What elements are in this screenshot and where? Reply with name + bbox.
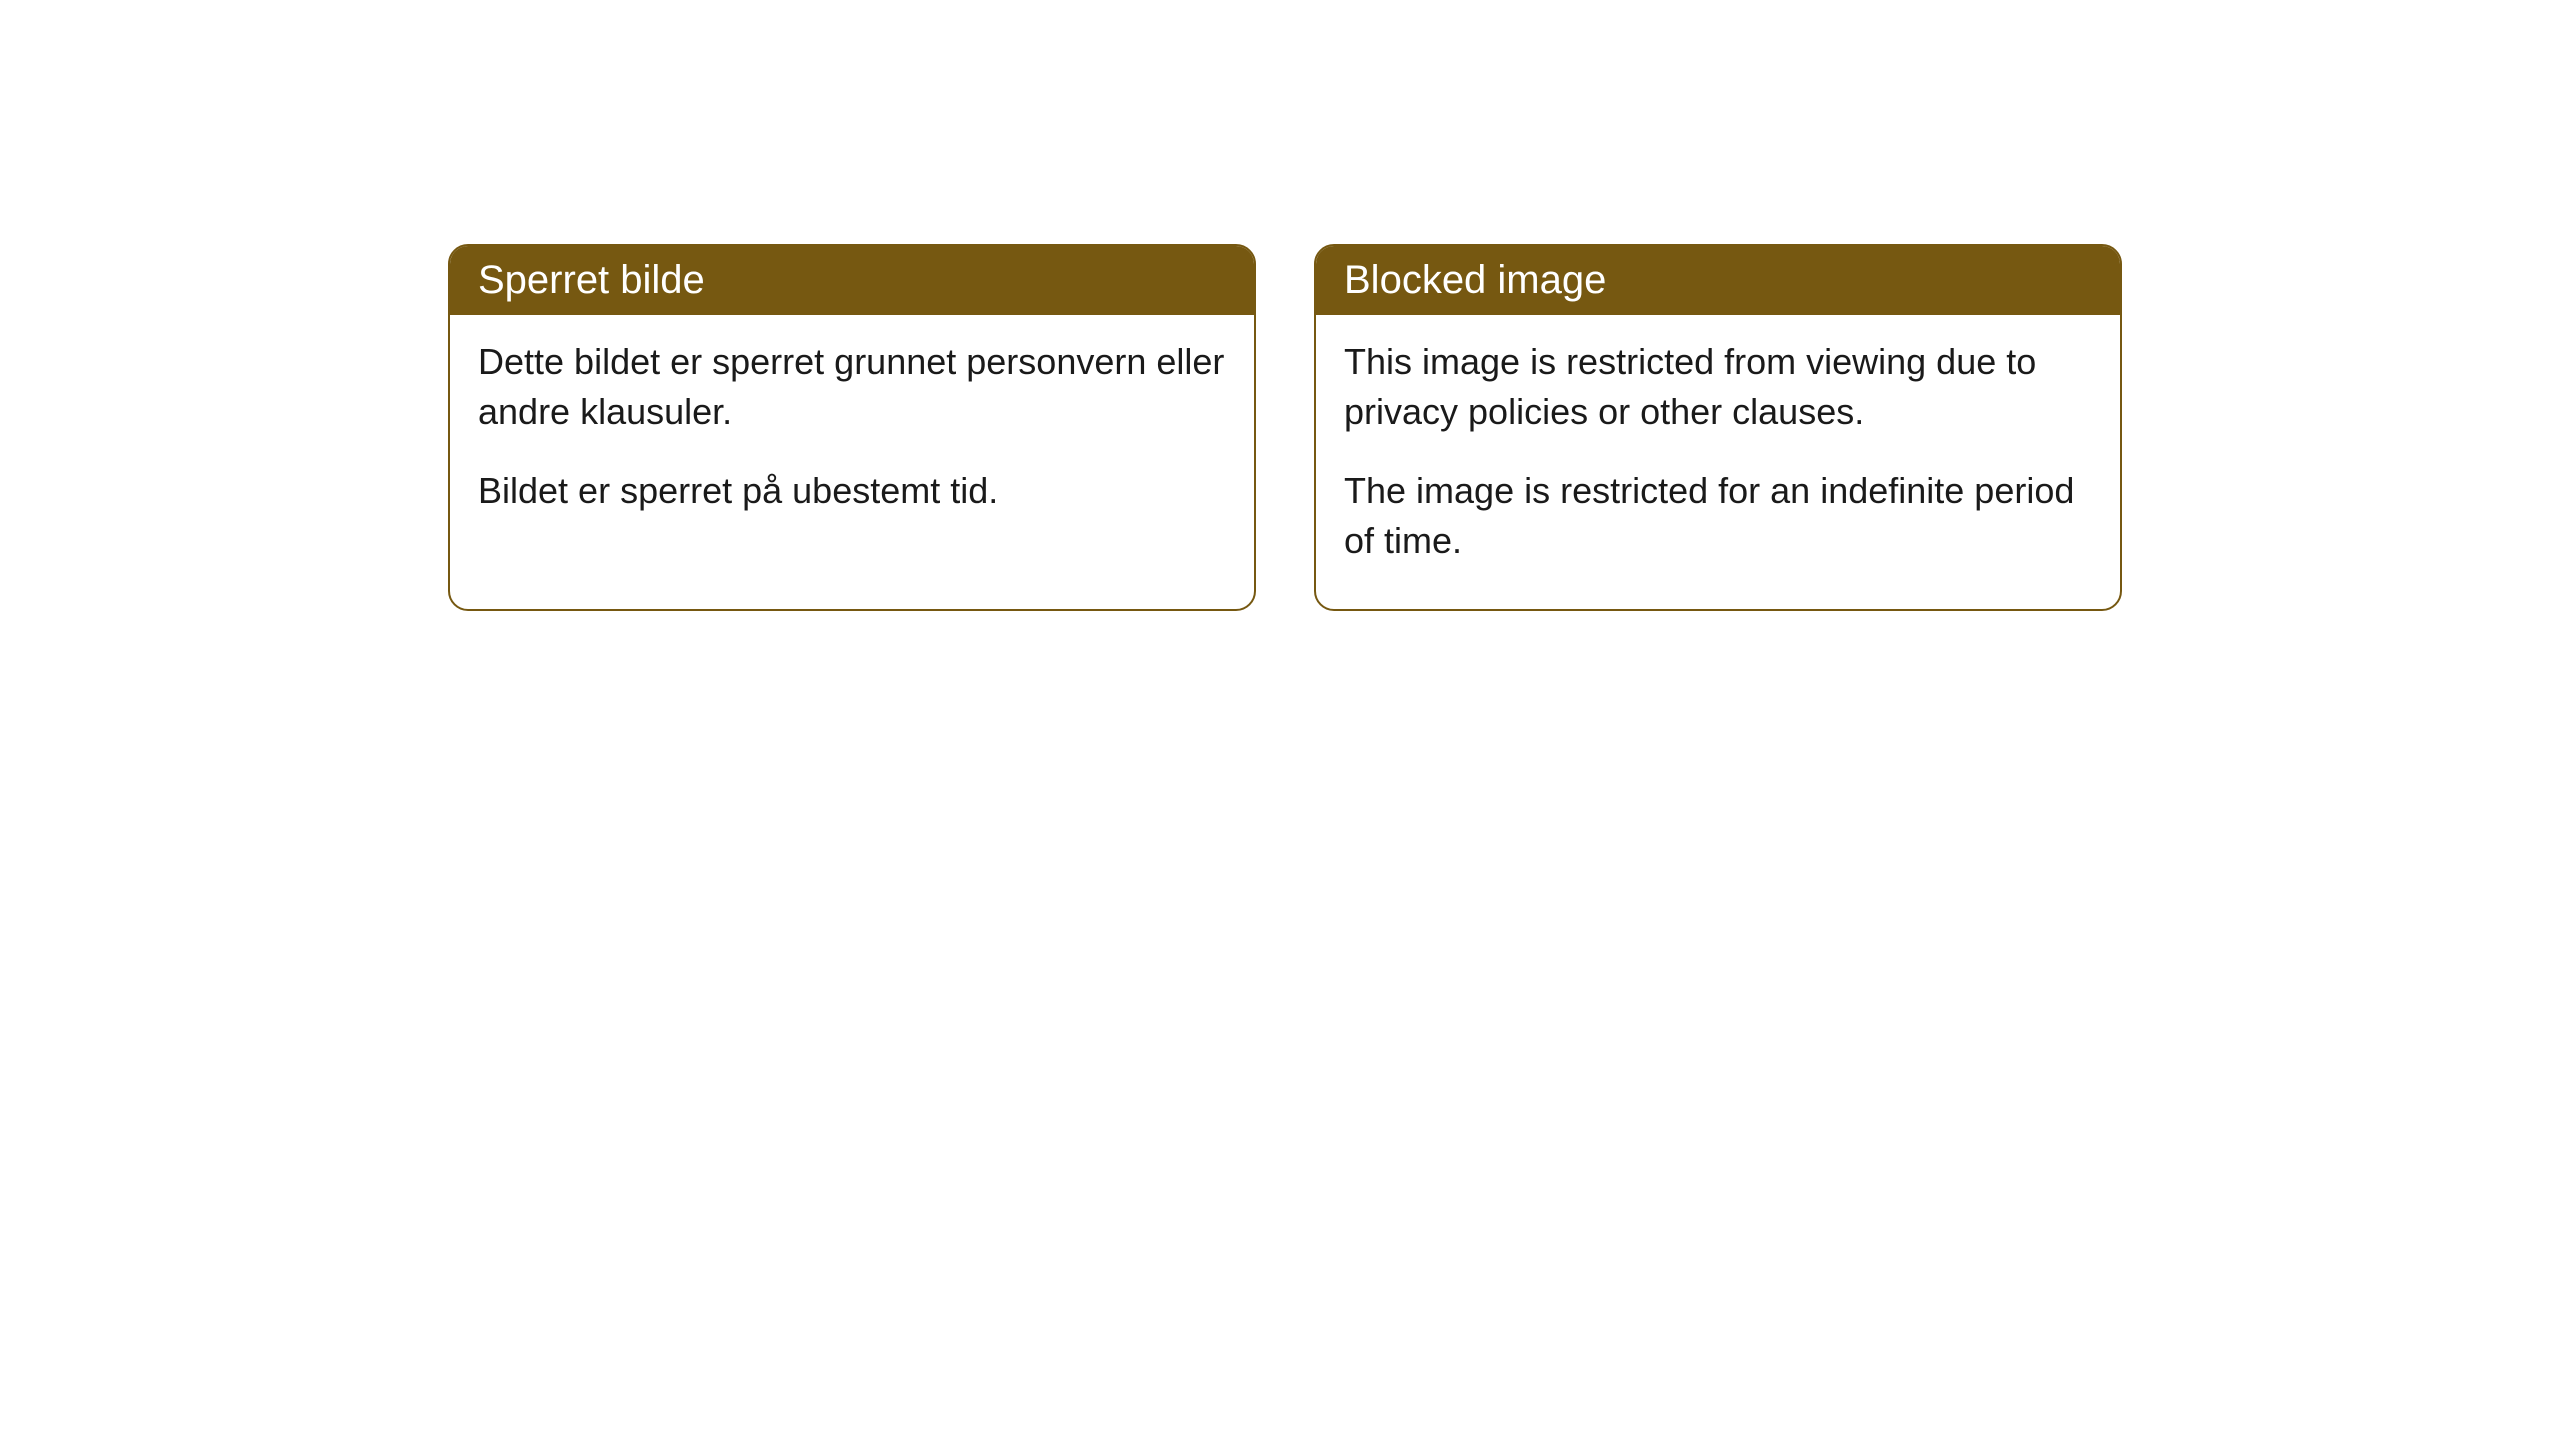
notice-card-english: Blocked image This image is restricted f… (1314, 244, 2122, 611)
card-paragraph-norwegian-2: Bildet er sperret på ubestemt tid. (478, 466, 1226, 516)
card-header-english: Blocked image (1316, 246, 2120, 315)
card-title-norwegian: Sperret bilde (478, 258, 705, 302)
card-body-norwegian: Dette bildet er sperret grunnet personve… (450, 315, 1254, 558)
notice-cards-container: Sperret bilde Dette bildet er sperret gr… (448, 244, 2122, 611)
notice-card-norwegian: Sperret bilde Dette bildet er sperret gr… (448, 244, 1256, 611)
card-header-norwegian: Sperret bilde (450, 246, 1254, 315)
card-body-english: This image is restricted from viewing du… (1316, 315, 2120, 609)
card-paragraph-english-1: This image is restricted from viewing du… (1344, 337, 2092, 438)
card-title-english: Blocked image (1344, 258, 1606, 302)
card-paragraph-norwegian-1: Dette bildet er sperret grunnet personve… (478, 337, 1226, 438)
card-paragraph-english-2: The image is restricted for an indefinit… (1344, 466, 2092, 567)
